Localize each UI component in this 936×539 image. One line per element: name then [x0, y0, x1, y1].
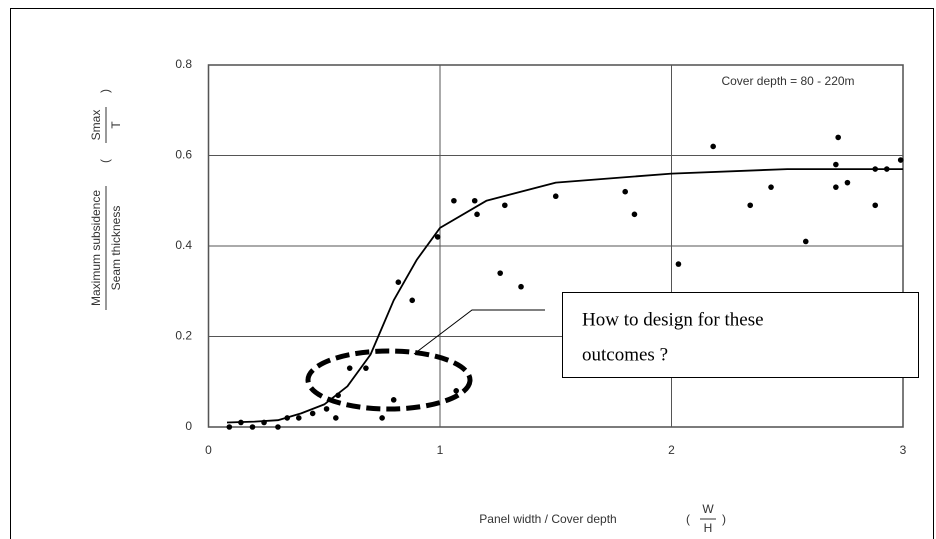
point [897, 157, 904, 163]
x-tick-label: 0 [205, 443, 212, 457]
point [275, 424, 281, 430]
point [675, 261, 682, 267]
y-label-numerator: Maximum subsidence [89, 190, 103, 306]
y-symbol: Smax T ( ) [89, 89, 123, 163]
callout-text: How to design for these [582, 309, 764, 330]
y-label-denominator: Seam thickness [109, 206, 123, 291]
point [471, 197, 478, 204]
point [346, 365, 353, 371]
point [323, 406, 330, 412]
y-tick-label: 0.2 [175, 329, 192, 343]
point [747, 202, 754, 209]
point [622, 188, 628, 195]
annotation: Cover depth = 80 - 220m [721, 74, 854, 88]
x-tick-label: 1 [437, 443, 444, 457]
point [833, 161, 839, 168]
point [434, 234, 441, 240]
point [295, 415, 302, 421]
callout-box [562, 292, 919, 378]
paren: ) [98, 89, 112, 93]
x-label: Panel width / Cover depth [479, 512, 616, 526]
point [497, 270, 503, 276]
fit-curve [226, 168, 903, 424]
point [474, 211, 480, 218]
paren: ) [722, 512, 726, 526]
point [710, 143, 716, 150]
point [409, 297, 416, 304]
y-tick-label: 0 [185, 419, 192, 433]
callout-line [413, 309, 545, 355]
y-symbol-top: Smax [89, 110, 103, 141]
point [844, 179, 851, 186]
y-tick-label: 0.6 [175, 148, 192, 162]
point [835, 134, 841, 141]
callout-text: outcomes ? [582, 344, 668, 365]
y-label: Maximum subsidence Seam thickness [89, 186, 123, 310]
highlight-ellipse [305, 348, 473, 412]
y-tick-label: 0.4 [175, 238, 192, 252]
point [226, 424, 233, 430]
point [379, 415, 385, 421]
x-tick-label: 2 [668, 443, 675, 457]
point [249, 424, 256, 430]
point [872, 202, 879, 209]
outer-border [10, 8, 934, 539]
point [833, 184, 839, 190]
point [502, 202, 508, 209]
point [518, 283, 524, 290]
point [363, 365, 369, 371]
x-symbol-bottom: H [704, 521, 713, 535]
point [453, 388, 460, 394]
paren: ( [686, 512, 690, 526]
point [309, 410, 316, 417]
point [451, 197, 457, 204]
point [631, 211, 638, 218]
paren: ( [98, 159, 112, 163]
point [390, 397, 397, 403]
point [552, 193, 559, 200]
point [768, 184, 774, 190]
point [395, 279, 402, 286]
x-tick-label: 3 [900, 443, 907, 457]
y-tick-label: 0.8 [175, 57, 192, 71]
point [802, 238, 809, 245]
plot: 0 0.2 0.4 0.6 0.8 0 1 2 3 [175, 57, 906, 457]
point [333, 415, 339, 421]
x-symbol-top: W [702, 502, 714, 516]
y-symbol-bottom: T [109, 121, 123, 129]
